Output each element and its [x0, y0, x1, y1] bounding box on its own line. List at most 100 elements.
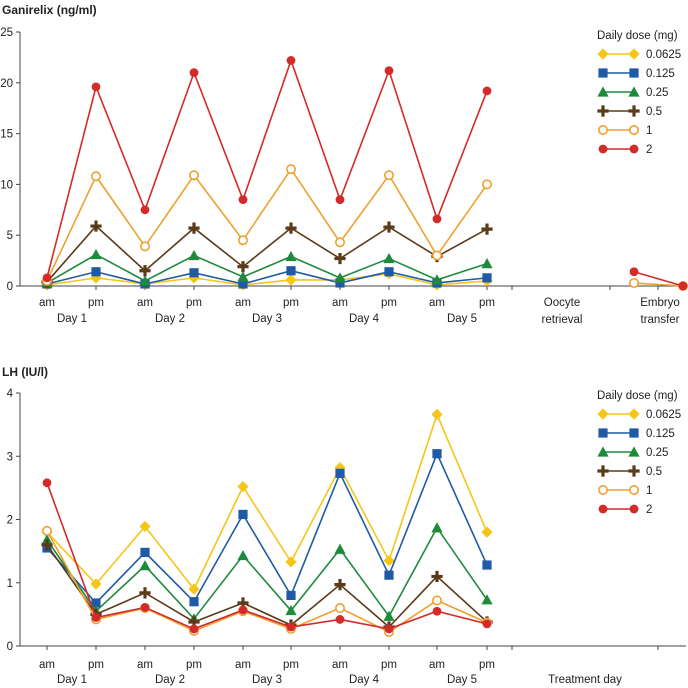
data-point — [432, 606, 442, 616]
legend-label: 0.5 — [646, 466, 662, 478]
x-tick-label: pm — [381, 659, 397, 671]
data-point — [598, 504, 608, 514]
data-point — [334, 237, 345, 248]
data-point — [90, 220, 102, 232]
data-point — [91, 82, 101, 92]
data-point — [90, 578, 102, 590]
y-tick-label: 2 — [7, 515, 13, 527]
data-point — [188, 222, 200, 234]
y-tick-label: 0 — [7, 281, 13, 293]
data-point — [140, 603, 150, 612]
day-label: Day 5 — [447, 674, 477, 686]
data-point — [237, 549, 249, 561]
data-point — [629, 267, 639, 277]
data-point — [140, 547, 150, 557]
data-point — [431, 274, 443, 285]
day-label: Day 5 — [447, 313, 477, 325]
data-point — [383, 610, 395, 621]
data-point — [481, 223, 493, 235]
data-point — [139, 520, 151, 533]
x-tick-label: am — [429, 297, 445, 309]
extra-x-label: Embryo — [640, 297, 680, 309]
x-tick-label: am — [332, 659, 348, 671]
data-point — [237, 481, 249, 493]
data-point — [334, 252, 346, 265]
legend-label: 0.125 — [646, 68, 675, 80]
data-point — [431, 522, 443, 533]
ganirelix-chart: Ganirelix (ng/ml) 0 5 10 15 20 25 am pm am pm am pm… — [0, 3, 688, 326]
data-point — [432, 214, 442, 224]
data-point — [140, 205, 150, 215]
legend-label: 0.125 — [646, 428, 675, 440]
data-point — [597, 48, 609, 60]
data-point — [139, 587, 151, 599]
data-point — [285, 164, 296, 175]
data-point — [90, 272, 102, 284]
y-tick-label: 4 — [7, 388, 14, 400]
data-point — [431, 408, 443, 421]
series-line — [46, 269, 488, 285]
data-point — [628, 125, 639, 136]
legend: Daily dose (mg) 0.0625 0.125 0.25 0.5 1 2 — [597, 30, 681, 156]
y-tick-label: 25 — [0, 27, 13, 39]
data-point — [628, 48, 640, 60]
extra-x-label: Oocyte — [544, 297, 580, 309]
series-line — [46, 412, 488, 591]
data-point — [238, 279, 248, 289]
series-line — [46, 544, 488, 629]
data-point — [597, 408, 609, 420]
data-point — [139, 560, 151, 571]
data-point — [597, 105, 609, 117]
data-point — [481, 179, 492, 190]
data-point — [383, 252, 395, 264]
series-2 — [42, 478, 492, 634]
data-point — [481, 526, 493, 538]
data-point — [628, 277, 639, 288]
data-point — [431, 250, 442, 261]
data-point — [90, 248, 102, 260]
data-point — [237, 271, 249, 282]
x-tick-label: pm — [283, 297, 299, 309]
data-point — [598, 144, 608, 154]
data-point — [383, 170, 394, 181]
x-tick-label: pm — [186, 659, 202, 671]
data-point — [237, 261, 249, 273]
data-point — [188, 272, 200, 284]
extra-x-label: transfer — [641, 314, 680, 326]
data-point — [384, 267, 394, 277]
y-tick-label: 0 — [7, 641, 13, 653]
data-point — [286, 622, 296, 632]
data-point — [91, 267, 101, 277]
data-point — [334, 603, 345, 614]
data-point — [285, 274, 297, 286]
x-tick-label: pm — [479, 659, 495, 671]
x-tick-label: am — [39, 659, 55, 671]
x-tick-label: am — [137, 297, 153, 309]
y-tick-label: 1 — [7, 578, 13, 590]
series-line — [46, 272, 488, 286]
data-point — [334, 543, 346, 554]
data-point — [597, 446, 609, 457]
data-point — [628, 105, 640, 117]
data-point — [598, 68, 608, 78]
extra-x-label: retrieval — [542, 314, 583, 326]
data-point — [482, 273, 492, 283]
y-tick-label: 5 — [7, 230, 13, 242]
day-label: Day 4 — [349, 674, 380, 686]
legend-label: 0.0625 — [646, 409, 681, 421]
data-point — [335, 278, 345, 288]
data-point — [431, 570, 443, 583]
data-point — [334, 272, 346, 283]
data-point — [678, 281, 688, 291]
data-point — [628, 408, 640, 420]
legend-label: 0.25 — [646, 87, 668, 99]
data-point — [628, 86, 640, 97]
series-line — [46, 482, 488, 630]
x-tick-label: am — [332, 297, 348, 309]
data-point — [238, 235, 249, 246]
data-point — [598, 428, 608, 438]
series-line — [46, 58, 488, 279]
data-point — [285, 604, 297, 616]
data-point — [597, 484, 608, 495]
data-point — [628, 465, 640, 477]
